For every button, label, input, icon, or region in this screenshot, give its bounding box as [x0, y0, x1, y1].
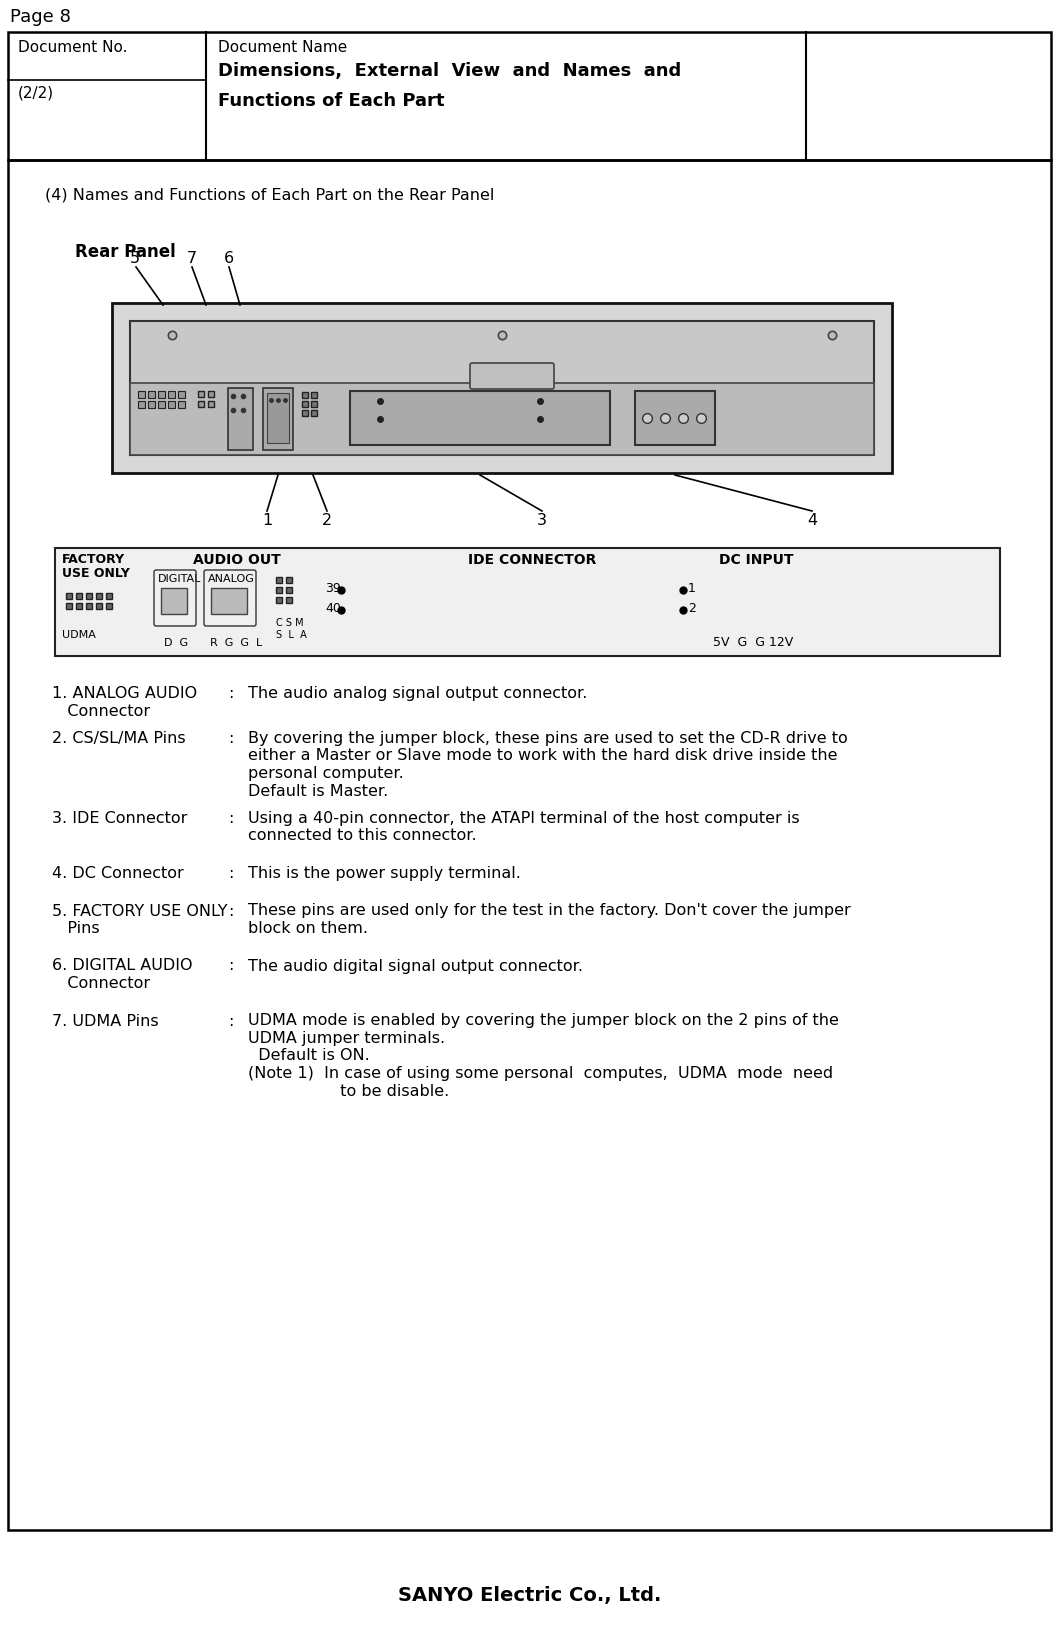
Text: Connector: Connector	[52, 704, 150, 718]
Text: 1. ANALOG AUDIO: 1. ANALOG AUDIO	[52, 686, 197, 700]
Bar	[211, 588, 247, 614]
Bar	[263, 388, 293, 450]
Text: 6: 6	[225, 250, 234, 266]
Text: UDMA: UDMA	[62, 630, 96, 640]
Text: AUDIO OUT: AUDIO OUT	[193, 552, 281, 567]
Text: Rear Panel: Rear Panel	[75, 244, 176, 262]
Text: C S M: C S M	[276, 618, 304, 627]
Text: The audio digital signal output connector.: The audio digital signal output connecto…	[248, 959, 584, 973]
Text: 40: 40	[325, 601, 341, 614]
Text: (2/2): (2/2)	[18, 86, 54, 101]
Text: connected to this connector.: connected to this connector.	[248, 829, 477, 843]
Bar	[138, 401, 145, 408]
Text: block on them.: block on them.	[248, 921, 367, 936]
Text: 1: 1	[262, 514, 272, 528]
Text: These pins are used only for the test in the factory. Don't cover the jumper: These pins are used only for the test in…	[248, 904, 850, 918]
Bar	[55, 548, 1000, 656]
Text: 5: 5	[130, 250, 140, 266]
Bar	[8, 32, 1051, 159]
Text: DC INPUT: DC INPUT	[719, 552, 793, 567]
Bar	[130, 322, 874, 455]
Text: D  G: D G	[164, 639, 189, 648]
Bar	[351, 392, 610, 445]
Text: personal computer.: personal computer.	[248, 765, 403, 782]
Bar	[178, 392, 185, 398]
Text: 2. CS/SL/MA Pins: 2. CS/SL/MA Pins	[52, 731, 185, 746]
Text: :: :	[228, 1014, 233, 1029]
Bar	[148, 401, 155, 408]
Text: 6. DIGITAL AUDIO: 6. DIGITAL AUDIO	[52, 959, 193, 973]
Text: Document Name: Document Name	[218, 41, 347, 55]
Bar	[158, 401, 165, 408]
Bar	[267, 393, 289, 444]
Text: SANYO Electric Co., Ltd.: SANYO Electric Co., Ltd.	[398, 1586, 661, 1604]
Text: 2: 2	[322, 514, 333, 528]
Bar	[148, 392, 155, 398]
Text: 4: 4	[807, 514, 818, 528]
Bar	[8, 159, 1051, 1531]
Bar	[168, 401, 175, 408]
Bar	[161, 588, 187, 614]
Text: Dimensions,  External  View  and  Names  and: Dimensions, External View and Names and	[218, 62, 681, 80]
Bar	[158, 392, 165, 398]
Bar	[178, 401, 185, 408]
Text: 5V  G  G 12V: 5V G G 12V	[713, 635, 793, 648]
Text: ANALOG: ANALOG	[208, 574, 255, 583]
Text: The audio analog signal output connector.: The audio analog signal output connector…	[248, 686, 588, 700]
Bar	[138, 392, 145, 398]
Bar	[112, 302, 892, 473]
Text: Using a 40-pin connector, the ATAPI terminal of the host computer is: Using a 40-pin connector, the ATAPI term…	[248, 811, 800, 826]
Text: IDE CONNECTOR: IDE CONNECTOR	[468, 552, 596, 567]
Text: 5. FACTORY USE ONLY: 5. FACTORY USE ONLY	[52, 904, 228, 918]
Text: :: :	[228, 959, 233, 973]
Text: Document No.: Document No.	[18, 41, 127, 55]
Text: FACTORY: FACTORY	[62, 552, 125, 565]
Text: :: :	[228, 866, 233, 881]
Text: USE ONLY: USE ONLY	[62, 567, 130, 580]
Text: Connector: Connector	[52, 977, 150, 991]
Text: 7. UDMA Pins: 7. UDMA Pins	[52, 1014, 159, 1029]
Text: :: :	[228, 731, 233, 746]
Text: (Note 1)  In case of using some personal  computes,  UDMA  mode  need: (Note 1) In case of using some personal …	[248, 1066, 833, 1081]
Text: R  G  G  L: R G G L	[210, 639, 263, 648]
Text: 3. IDE Connector: 3. IDE Connector	[52, 811, 187, 826]
Text: 39: 39	[325, 582, 341, 595]
Text: to be disable.: to be disable.	[248, 1084, 449, 1098]
Text: either a Master or Slave mode to work with the hard disk drive inside the: either a Master or Slave mode to work wi…	[248, 749, 838, 764]
Text: By covering the jumper block, these pins are used to set the CD-R drive to: By covering the jumper block, these pins…	[248, 731, 848, 746]
Text: 4. DC Connector: 4. DC Connector	[52, 866, 184, 881]
Text: S  L  A: S L A	[276, 630, 307, 640]
Text: 3: 3	[537, 514, 548, 528]
Text: (4) Names and Functions of Each Part on the Rear Panel: (4) Names and Functions of Each Part on …	[44, 188, 495, 203]
Bar	[168, 392, 175, 398]
Text: Default is Master.: Default is Master.	[248, 783, 389, 798]
Text: DIGITAL: DIGITAL	[158, 574, 201, 583]
FancyBboxPatch shape	[470, 362, 554, 388]
Text: This is the power supply terminal.: This is the power supply terminal.	[248, 866, 521, 881]
Text: :: :	[228, 811, 233, 826]
Text: 2: 2	[688, 601, 696, 614]
Bar	[228, 388, 253, 450]
Text: :: :	[228, 904, 233, 918]
Text: :: :	[228, 686, 233, 700]
Bar	[130, 384, 874, 455]
Text: UDMA mode is enabled by covering the jumper block on the 2 pins of the: UDMA mode is enabled by covering the jum…	[248, 1014, 839, 1029]
Text: Functions of Each Part: Functions of Each Part	[218, 93, 445, 110]
Text: UDMA jumper terminals.: UDMA jumper terminals.	[248, 1030, 445, 1046]
Text: Page 8: Page 8	[10, 8, 71, 26]
Text: 1: 1	[688, 582, 696, 595]
Text: Pins: Pins	[52, 921, 100, 936]
Bar	[635, 392, 715, 445]
Text: Default is ON.: Default is ON.	[248, 1048, 370, 1063]
Text: 7: 7	[187, 250, 197, 266]
